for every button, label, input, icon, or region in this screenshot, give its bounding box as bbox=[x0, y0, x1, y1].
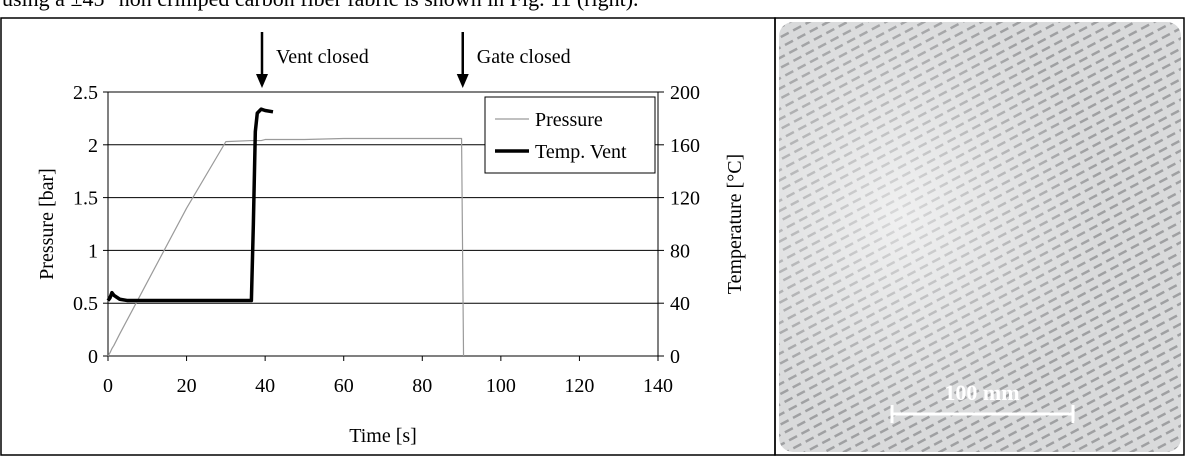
legend-box bbox=[484, 96, 656, 174]
y2-tick-label: 40 bbox=[670, 293, 690, 315]
legend-label: Temp. Vent bbox=[535, 141, 627, 163]
body-text: using a ±45° non crimped carbon fiber fa… bbox=[2, 0, 639, 11]
x-tick-label: 100 bbox=[486, 375, 516, 397]
y-tick-label: 0 bbox=[88, 346, 98, 368]
chart: 0 0.5 1 1.5 2 2.5 0 40 80 120 160 200 0 20 40 60 80 100 12… bbox=[36, 32, 746, 447]
annotation-arrowhead bbox=[456, 74, 469, 88]
y-tick-label: 1.5 bbox=[73, 188, 98, 210]
legend-label: Pressure bbox=[535, 109, 603, 131]
y-tick-label: 2.5 bbox=[73, 82, 98, 104]
photo-frame bbox=[774, 17, 1185, 456]
y2-tick-label: 200 bbox=[670, 82, 700, 104]
y-tick-label: 0.5 bbox=[73, 293, 98, 315]
y2-tick-label: 120 bbox=[670, 188, 700, 210]
x-tick-label: 80 bbox=[412, 375, 432, 397]
y2-tick-label: 80 bbox=[670, 240, 690, 262]
series-line bbox=[106, 107, 274, 303]
photo-highlight bbox=[779, 22, 1181, 452]
y2-tick-label: 0 bbox=[670, 346, 680, 368]
x-tick-label: 60 bbox=[334, 375, 354, 397]
y-tick-label: 2 bbox=[88, 135, 98, 157]
series-line bbox=[107, 137, 465, 357]
x-tick-label: 120 bbox=[564, 375, 594, 397]
x-tick-label: 0 bbox=[103, 375, 113, 397]
x-tick-label: 20 bbox=[177, 375, 197, 397]
scale-label: 100 mm bbox=[944, 380, 1019, 405]
x-tick-label: 140 bbox=[643, 375, 673, 397]
x-axis-title: Time [s] bbox=[349, 425, 417, 447]
y2-tick-label: 160 bbox=[670, 135, 700, 157]
y-tick-label: 1 bbox=[88, 240, 98, 262]
y2-axis-title: Temperature [°C] bbox=[724, 154, 746, 294]
x-tick-label: 40 bbox=[255, 375, 275, 397]
annotation-label: Vent closed bbox=[276, 46, 369, 68]
photo: 100 mm bbox=[779, 22, 1181, 452]
y-axis-title: Pressure [bar] bbox=[36, 168, 58, 280]
annotation-arrowhead bbox=[256, 74, 268, 88]
annotation-label: Gate closed bbox=[477, 46, 571, 68]
